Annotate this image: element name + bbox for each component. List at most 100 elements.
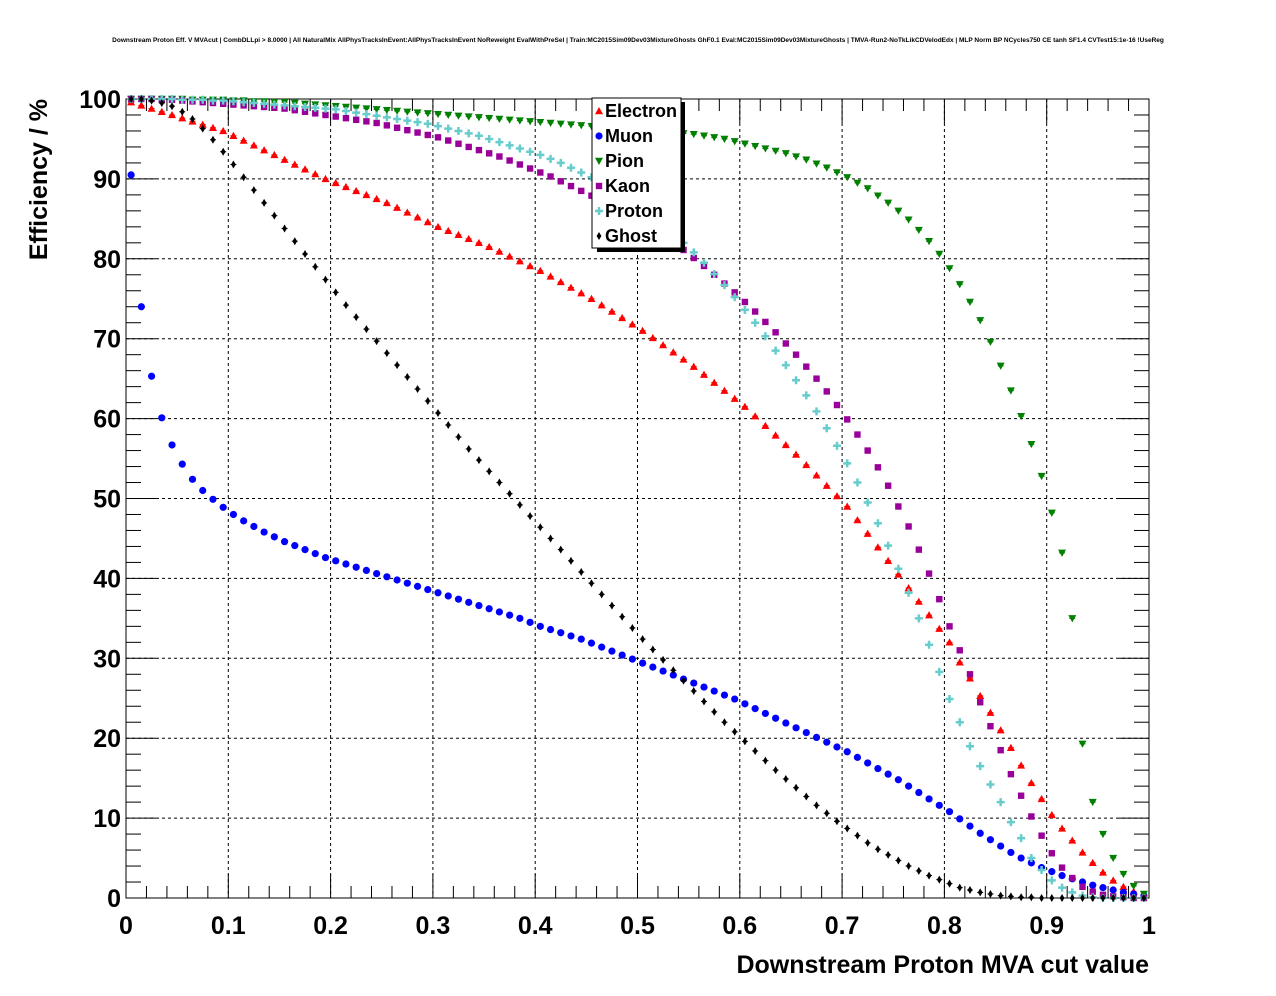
data-point [824,809,830,818]
data-point [372,111,381,120]
data-point [833,401,841,409]
data-point [1098,868,1107,876]
data-point [1059,894,1065,902]
data-point [270,150,279,159]
data-point [404,373,410,382]
data-point [1048,868,1056,876]
data-point [536,622,544,630]
y-tick-label: 30 [93,645,121,673]
data-point [904,583,913,592]
data-point [1100,894,1106,902]
data-point [526,165,534,172]
data-point [229,97,238,106]
data-point [403,108,412,116]
data-point [761,421,770,429]
data-point [138,95,144,103]
data-point [699,370,708,378]
data-point [945,638,954,646]
data-point [168,441,176,449]
data-point [1068,615,1077,623]
data-point [925,640,934,649]
data-point [505,252,514,260]
data-point [598,643,606,651]
data-point [200,124,206,133]
data-point [781,150,790,158]
data-point [556,158,565,167]
data-point [945,265,954,273]
data-point [372,106,381,114]
data-point [854,431,861,438]
data-point [741,700,749,708]
data-point [188,475,197,483]
data-point [619,612,625,621]
data-point [413,118,422,127]
data-point [752,746,758,755]
data-point [935,667,944,676]
data-point [474,238,483,247]
data-point [935,250,944,259]
data-point [1109,886,1117,894]
legend-box [591,97,682,249]
data-point [567,283,576,291]
y-tick-label: 100 [79,86,121,114]
data-point [823,388,830,395]
data-point [249,141,258,149]
data-point [761,709,769,718]
data-point [454,126,463,135]
data-point [364,325,369,334]
data-point [720,135,729,143]
data-point [567,121,576,129]
data-point [1129,882,1138,891]
data-point [607,307,616,315]
data-point [1080,894,1085,902]
data-point [506,157,513,164]
data-point [884,199,893,207]
data-point [445,137,452,144]
data-point [321,174,330,183]
data-point [331,178,340,187]
data-point [771,147,780,155]
data-point [517,500,523,509]
data-point [403,208,412,216]
data-point [149,96,154,105]
data-point [1089,881,1097,889]
data-point [679,355,688,363]
data-point [691,687,697,696]
data-point [965,674,974,682]
data-point [884,556,893,565]
data-point [904,782,913,790]
data-point [853,753,862,761]
data-point [843,502,852,510]
data-point [515,117,524,125]
data-point [976,829,984,837]
data-point [895,503,902,510]
data-point [1018,893,1024,902]
data-point [710,134,719,142]
data-point [1017,761,1026,769]
legend-label: Muon [605,126,653,146]
legend-label: Kaon [605,176,650,196]
data-point [209,495,217,503]
data-point [558,545,564,554]
data-point [434,589,442,597]
data-point [935,801,943,809]
data-point [762,756,768,765]
data-point [423,110,432,118]
data-point [414,129,421,136]
data-point [638,326,647,334]
data-point [362,110,371,119]
data-point [812,733,821,742]
data-point [587,639,596,647]
data-point [956,815,964,823]
data-point [650,645,656,654]
data-point [496,478,502,487]
data-point [219,96,228,105]
tick-labels: 0 0.1 0.2 0.3 0.4 0.5 0.6 0.7 0.8 0.9 101020304050… [79,86,1156,940]
data-point [444,592,452,600]
data-point [321,104,330,113]
data-point [383,122,391,129]
data-point [864,759,872,767]
data-point [640,635,646,644]
data-point [526,618,534,626]
data-point [577,289,586,297]
